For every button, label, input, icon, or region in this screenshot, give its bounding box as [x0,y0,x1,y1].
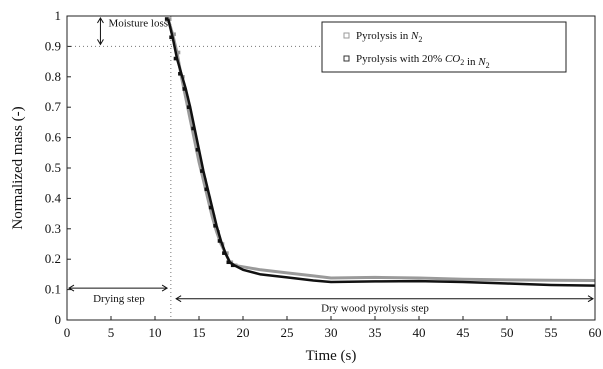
x-tick-label: 35 [369,325,382,340]
series-point-n2 [225,251,229,255]
x-tick-label: 50 [501,325,514,340]
y-tick-label: 1 [55,8,62,23]
series-point-co2 [169,35,173,40]
x-tick-label: 30 [325,325,338,340]
x-tick-label: 60 [589,325,602,340]
pyrolysis-arrow-head-right [587,295,594,303]
x-tick-label: 55 [545,325,558,340]
series-point-n2 [176,50,181,55]
x-tick-label: 20 [237,325,250,340]
legend: Pyrolysis in N2 Pyrolysis with 20% CO2 i… [321,21,567,73]
y-tick-label: 0.5 [45,160,61,175]
series-point-co2 [208,205,213,210]
legend-text-part: Pyrolysis in [356,30,411,42]
x-axis-title: Time (s) [306,348,357,364]
series-point-co2 [222,251,226,255]
legend-subscript-part: 2 [486,61,490,70]
legend-formula-part: CO [445,53,460,65]
y-tick-label: 0.7 [45,99,62,114]
pyrolysis-step-label: Dry wood pyrolysis step [321,303,429,315]
series-point-n2 [172,32,176,37]
y-tick-label: 0.6 [45,130,62,145]
x-tick-label: 25 [281,325,294,340]
y-axis-title: Normalized mass (-) [10,106,26,229]
data-series [164,17,596,287]
series-point-co2 [191,126,195,131]
legend-text-part: in [464,56,478,68]
series-point-n2 [167,17,172,21]
x-tick-label: 40 [413,325,426,340]
series-point-co2 [200,169,204,173]
moisture-arrow-head-down [97,39,104,46]
drying-arrow-head-left [68,284,75,292]
y-tick-label: 0.3 [45,221,61,236]
reference-lines [67,16,323,320]
annotations: Moisture loss Drying step Dry wood pyrol… [68,17,594,315]
legend-marker-co2 [343,55,350,62]
legend-formula-part: N [410,30,419,42]
series-point-co2 [195,147,200,152]
x-tick-label: 5 [108,325,115,340]
legend-label-n2: Pyrolysis in N2 [356,30,422,44]
moisture-arrow-head-up [97,17,104,24]
series-point-co2 [213,223,217,228]
moisture-loss-label: Moisture loss [108,18,168,30]
x-tick-label: 10 [149,325,162,340]
x-axis-ticks: 0 5 10 15 20 25 30 35 40 45 50 55 60 [64,316,602,340]
y-axis-ticks: 0 0.1 0.2 0.3 0.4 0.5 0.6 0.7 0.8 0.9 1 [45,8,71,327]
y-tick-label: 0.9 [45,38,61,53]
legend-subscript-part: 2 [418,35,422,44]
pyrolysis-arrow-head-left [175,295,182,303]
series-point-co2 [186,105,191,109]
series-point-co2 [230,263,235,268]
series-point-co2 [226,260,231,265]
series-point-co2 [182,87,187,91]
legend-label-co2: Pyrolysis with 20% CO2 in N2 [356,53,490,70]
y-tick-label: 0.1 [45,282,61,297]
x-tick-label: 15 [193,325,206,340]
x-tick-label: 0 [64,325,71,340]
y-tick-label: 0.4 [45,190,62,205]
x-tick-label: 45 [457,325,470,340]
legend-subscript-part: 2 [460,58,464,67]
legend-box [321,21,567,73]
series-point-co2 [178,71,182,76]
y-tick-label: 0.8 [45,69,61,84]
plot-frame [66,15,596,321]
legend-formula-part: N [477,56,486,68]
y-tick-label: 0 [55,312,62,327]
series-point-co2 [217,239,222,243]
drying-arrow-head-right [161,284,169,292]
y-tick-label: 0.2 [45,251,61,266]
drying-step-label: Drying step [93,293,145,305]
legend-marker-n2 [343,32,350,39]
series-point-co2 [173,56,178,61]
legend-text-part: Pyrolysis with 20% [356,53,445,65]
series-point-co2 [204,187,209,192]
series-point-co2 [164,17,169,21]
